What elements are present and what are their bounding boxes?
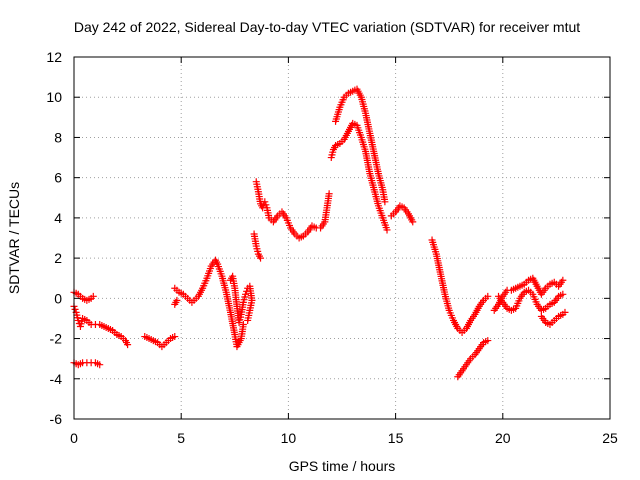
y-tick-label: 0 xyxy=(54,290,62,306)
y-axis-label: SDTVAR / TECUs xyxy=(6,182,22,294)
data-point xyxy=(409,218,417,226)
y-tick-label: 4 xyxy=(54,210,62,226)
data-point xyxy=(325,190,333,198)
data-point xyxy=(559,290,567,298)
y-tick-label: 6 xyxy=(54,170,62,186)
data-point-interp xyxy=(262,201,270,209)
axis-ticks: 0 5 10 15 20 25 -6 -4 -2 0 2 4 6 8 10 12 xyxy=(46,49,618,446)
data-point xyxy=(257,254,265,262)
y-tick-label: 8 xyxy=(54,129,62,145)
x-axis-label: GPS time / hours xyxy=(289,458,396,474)
data-point xyxy=(124,341,132,349)
data-point xyxy=(171,333,179,341)
y-tick-label: -6 xyxy=(50,411,63,427)
y-tick-label: 2 xyxy=(54,250,62,266)
data-point xyxy=(561,308,569,316)
data-point xyxy=(244,316,252,324)
x-tick-label: 5 xyxy=(177,430,185,446)
data-point xyxy=(559,276,567,284)
x-tick-label: 25 xyxy=(602,430,618,446)
data-point xyxy=(484,292,492,300)
data-point xyxy=(89,292,97,300)
data-point xyxy=(96,361,104,369)
chart-title: Day 242 of 2022, Sidereal Day-to-day VTE… xyxy=(74,19,580,35)
data-markers xyxy=(70,85,569,381)
data-point xyxy=(239,320,247,328)
data-point xyxy=(381,198,389,206)
data-point xyxy=(261,198,269,206)
y-tick-label: 10 xyxy=(46,89,62,105)
grid-lines xyxy=(74,57,610,419)
x-tick-label: 20 xyxy=(495,430,511,446)
x-tick-label: 0 xyxy=(70,430,78,446)
y-tick-label: -2 xyxy=(50,331,63,347)
x-tick-label: 15 xyxy=(388,430,404,446)
x-tick-label: 10 xyxy=(281,430,297,446)
data-point xyxy=(383,226,391,234)
data-point xyxy=(173,296,181,304)
data-point xyxy=(484,337,492,345)
y-tick-label: -4 xyxy=(50,371,63,387)
data-point xyxy=(242,290,250,298)
y-tick-label: 12 xyxy=(46,49,62,65)
plot-frame xyxy=(73,56,611,420)
data-point-interp xyxy=(71,305,79,313)
